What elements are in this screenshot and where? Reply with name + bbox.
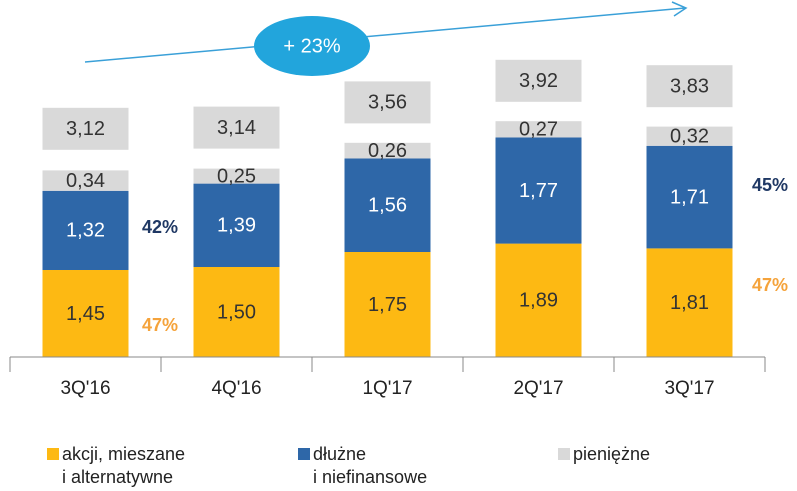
trend-arrow <box>84 7 686 63</box>
legend-item: pieniężne <box>558 443 650 466</box>
legend-swatch <box>558 448 570 460</box>
segment-label: 0,26 <box>368 140 407 162</box>
segment-label: 0,25 <box>217 165 256 187</box>
bar-segment <box>42 270 129 357</box>
bar-segment <box>495 137 582 244</box>
total-box <box>646 65 733 108</box>
legend-label: dłużne i niefinansowe <box>313 444 428 487</box>
total-label: 3,12 <box>66 118 105 140</box>
arrow-head <box>671 1 688 17</box>
share-label: 42% <box>142 217 178 237</box>
segment-label: 1,56 <box>368 194 407 216</box>
total-label: 3,56 <box>368 92 407 114</box>
legend-label: akcji, mieszane i alternatywne <box>62 444 186 487</box>
total-box <box>495 59 582 102</box>
bar-segment <box>193 267 280 357</box>
segment-label: 1,75 <box>368 294 407 316</box>
total-box <box>193 106 280 149</box>
segment-label: 0,32 <box>670 125 709 147</box>
x-tick-label: 3Q'16 <box>60 378 110 399</box>
bar-segment <box>193 183 280 267</box>
segment-label: 1,50 <box>217 301 256 323</box>
legend-item: akcji, mieszane i alternatywne <box>47 443 185 489</box>
segment-label: 1,71 <box>670 186 709 208</box>
bar-segment <box>42 190 129 270</box>
bar-segment <box>495 243 582 357</box>
segment-label: 1,77 <box>519 180 558 202</box>
bar-segment <box>495 121 582 138</box>
segment-label: 1,45 <box>66 303 105 325</box>
x-tick-label: 4Q'16 <box>211 378 261 399</box>
x-tick-label: 3Q'17 <box>664 378 714 399</box>
legend-item: dłużne i niefinansowe <box>298 443 427 489</box>
x-tick-label: 1Q'17 <box>362 378 412 399</box>
segment-label: 0,27 <box>519 119 558 141</box>
segment-label: 1,89 <box>519 290 558 312</box>
total-label: 3,14 <box>217 117 256 139</box>
bar-segment <box>193 168 280 184</box>
bar-segment <box>344 252 431 357</box>
legend-swatch <box>47 448 59 460</box>
segment-label: 1,39 <box>217 215 256 237</box>
share-label: 47% <box>142 315 178 335</box>
total-label: 3,92 <box>519 70 558 92</box>
share-label: 47% <box>752 275 788 295</box>
growth-label: + 23% <box>283 35 340 57</box>
total-box <box>344 81 431 124</box>
growth-bubble <box>254 16 370 76</box>
share-label: 45% <box>752 175 788 195</box>
bar-segment <box>42 170 129 191</box>
x-tick-label: 2Q'17 <box>513 378 563 399</box>
segment-label: 1,32 <box>66 220 105 242</box>
segment-label: 1,81 <box>670 292 709 314</box>
segment-label: 0,34 <box>66 170 105 192</box>
bar-segment <box>646 145 733 249</box>
legend-swatch <box>298 448 310 460</box>
total-label: 3,83 <box>670 75 709 97</box>
bar-segment <box>344 158 431 252</box>
bar-segment <box>646 248 733 357</box>
legend-label: pieniężne <box>573 444 651 464</box>
bar-segment <box>646 126 733 146</box>
bar-segment <box>344 142 431 159</box>
total-box <box>42 107 129 150</box>
